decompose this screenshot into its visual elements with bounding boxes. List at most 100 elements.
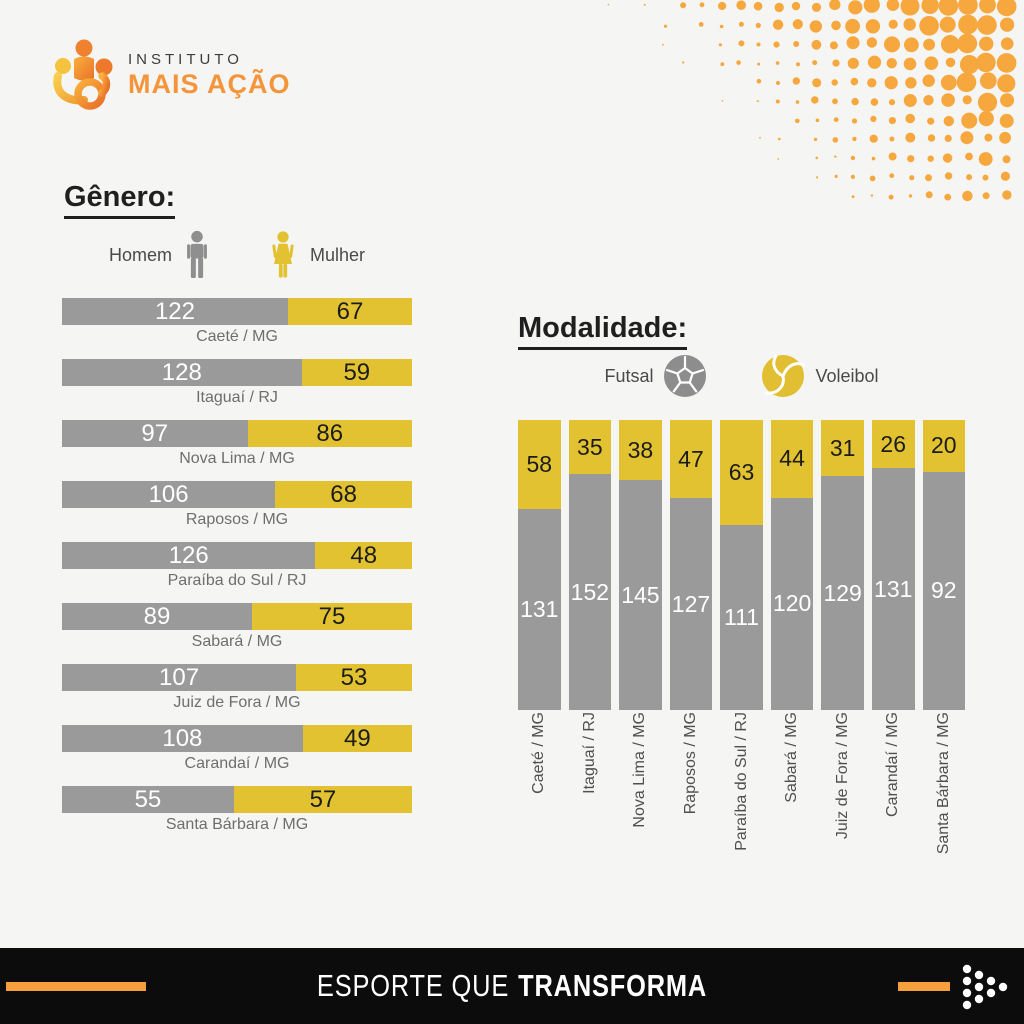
logo-text: INSTITUTO MAIS AÇÃO [128,51,291,100]
gender-homem-value: 122 [154,297,195,325]
modality-voleibol-value: 63 [728,459,755,485]
modality-axis-labels: Caeté / MG Itaguaí / RJ Nova Lima / MG Rapo… [518,712,965,870]
footer-left-stripe [6,982,146,991]
gender-bar-mulher-segment: 68 [275,481,412,508]
gender-city-label: Santa Bárbara / MG [165,816,309,833]
gender-homem-value: 108 [162,724,203,752]
modality-futsal-segment: 131 [871,468,915,710]
modality-bar: 20 92 [922,420,966,710]
gender-mulher-value: 48 [350,541,378,569]
gender-bar-row: 55 57 Santa Bárbara / MG [62,786,412,834]
modality-futsal-segment: 92 [922,471,966,710]
dots-arrow-icon [962,964,1008,1010]
modality-voleibol-value: 47 [678,445,704,472]
modality-bar: 38 145 [619,420,662,710]
modality-bar: 26 131 [871,420,915,710]
modality-futsal-segment: 129 [821,476,864,710]
modality-city-label-cell: Sabará / MG [771,712,814,870]
modality-voleibol-value: 35 [577,433,603,460]
gender-bar-mulher-segment: 49 [302,724,412,752]
gender-bar-homem-segment: 97 [62,420,248,447]
gender-city-label: Paraíba do Sul / RJ [167,572,307,589]
modality-futsal-value: 152 [570,578,610,605]
modality-voleibol-value: 31 [829,434,856,461]
gender-title: Gênero: [64,181,176,219]
modality-futsal-value: 111 [724,604,760,630]
footer-right-stripe [898,982,950,991]
modality-voleibol-value: 38 [627,436,654,463]
gender-bar: 89 75 [62,603,412,630]
modality-city-label-cell: Carandaí / MG [872,712,915,870]
modality-voleibol-segment: 31 [821,420,864,477]
modality-city-label: Santa Bárbara / MG [934,712,952,855]
gender-homem-value: 55 [134,785,162,813]
legend-label-homem: Homem [108,244,172,265]
gender-mulher-value: 49 [344,724,371,752]
modality-city-label: Raposos / MG [681,712,699,815]
logo: INSTITUTO MAIS AÇÃO [52,38,291,112]
gender-mulher-value: 67 [336,297,364,325]
modality-futsal-value: 129 [823,579,862,606]
modality-city-label: Sabará / MG [783,712,801,803]
logo-people-icon [53,39,113,110]
modality-voleibol-segment: 58 [518,420,561,509]
gender-bar-homem-segment: 55 [62,786,234,813]
modality-voleibol-segment: 20 [922,420,966,472]
modality-city-label: Paraíba do Sul / RJ [732,712,750,851]
modality-bar: 44 120 [770,420,814,710]
gender-bar-mulher-segment: 86 [247,420,412,447]
gender-city-label: Caeté / MG [196,328,278,345]
gender-bar-row: 108 49 Carandaí / MG [62,725,412,773]
gender-city-label: Juiz de Fora / MG [173,694,301,711]
gender-homem-value: 126 [168,541,209,569]
gender-city-label: Carandaí / MG [184,755,290,772]
modality-city-label-cell: Caeté / MG [518,712,561,870]
modality-futsal-value: 92 [930,577,957,604]
gender-homem-value: 106 [148,480,189,508]
modality-voleibol-segment: 26 [871,420,915,469]
gender-bar: 126 48 [62,542,412,569]
modality-futsal-segment: 131 [518,509,561,710]
modality-voleibol-value: 26 [880,430,907,457]
gender-mulher-value: 57 [309,785,337,813]
modality-section-header: Modalidade: [518,312,688,350]
modality-city-label: Juiz de Fora / MG [833,712,851,840]
gender-bar-homem-segment: 89 [62,603,252,630]
gender-bar-mulher-segment: 57 [233,785,412,813]
modality-voleibol-segment: 35 [568,420,612,475]
gender-city-label: Sabará / MG [191,633,283,650]
gender-bar: 97 86 [62,420,412,447]
modality-futsal-value: 131 [520,596,559,622]
gender-bar-homem-segment: 107 [62,664,297,691]
gender-bar: 107 53 [62,664,412,691]
modality-bar: 63 111 [720,420,763,710]
modality-bar: 35 152 [568,420,612,710]
gender-bar-row: 106 68 Raposos / MG [62,481,412,529]
gender-bar-row: 107 53 Juiz de Fora / MG [62,664,412,712]
modality-voleibol-segment: 63 [720,420,763,525]
woman-icon [272,231,294,278]
legend-label-mulher: Mulher [309,244,366,265]
gender-bar-homem-segment: 122 [62,298,288,325]
modality-voleibol-value: 20 [930,432,957,459]
footer-banner: ESPORTE QUE TRANSFORMA [0,948,1024,1024]
gender-bar-mulher-segment: 75 [251,602,412,630]
modality-city-label: Caeté / MG [530,712,548,794]
gender-bar-homem-segment: 108 [62,725,303,752]
man-icon [187,230,207,278]
gender-bar-mulher-segment: 48 [315,542,412,569]
modality-voleibol-value: 58 [526,451,553,477]
gender-mulher-value: 75 [318,602,346,630]
modality-city-label: Carandaí / MG [884,712,902,817]
modality-futsal-segment: 127 [669,498,713,710]
modality-futsal-value: 120 [772,590,812,617]
modality-voleibol-segment: 44 [770,420,814,498]
gender-bar-mulher-segment: 67 [287,297,412,325]
gender-bar-mulher-segment: 59 [301,358,412,386]
modality-title: Modalidade: [518,312,688,350]
modality-voleibol-segment: 47 [669,420,713,499]
gender-mulher-value: 59 [343,358,371,386]
gender-city-label: Itaguaí / RJ [196,389,278,406]
gender-city-label: Raposos / MG [185,511,289,528]
